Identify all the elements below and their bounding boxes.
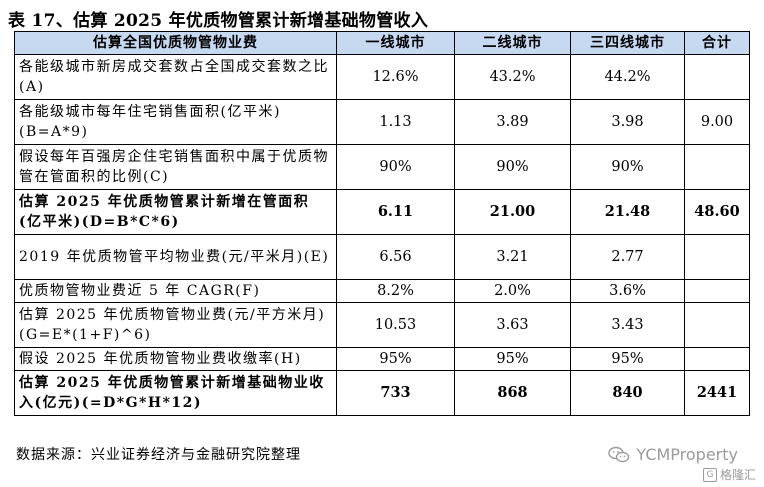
table-row: 2019 年优质物管平均物业费(元/平米月)(E) 6.56 3.21 2.77 bbox=[14, 234, 750, 280]
column-header: 估算全国优质物管物业费 bbox=[14, 31, 337, 55]
watermark-brand-text: 格隆汇 bbox=[719, 468, 756, 482]
table-row: 估算 2025 年优质物管累计新增基础物业收入(亿元)(=D*G*H*12) 7… bbox=[14, 370, 750, 416]
table-header-row: 估算全国优质物管物业费 一线城市 二线城市 三四线城市 合计 bbox=[14, 31, 750, 55]
table-cell: 868 bbox=[454, 370, 571, 416]
table-cell: 3.6% bbox=[570, 279, 685, 303]
table-cell bbox=[684, 234, 750, 280]
table-row: 估算 2025 年优质物管累计新增在管面积(亿平米)(D=B*C*6) 6.11… bbox=[14, 189, 750, 235]
row-label: 2019 年优质物管平均物业费(元/平米月)(E) bbox=[14, 234, 337, 280]
table-cell: 90% bbox=[570, 144, 685, 190]
data-table: 估算全国优质物管物业费 一线城市 二线城市 三四线城市 合计 各能级城市新房成交… bbox=[14, 31, 750, 416]
column-header: 二线城市 bbox=[454, 31, 571, 55]
table-row: 假设 2025 年优质物管物业费收缴率(H) 95% 95% 95% bbox=[14, 347, 750, 371]
table-cell bbox=[684, 302, 750, 348]
table-cell: 2.77 bbox=[570, 234, 685, 280]
watermark-handle: YCMProperty bbox=[636, 445, 738, 464]
table-cell: 48.60 bbox=[684, 189, 750, 235]
table-cell: 90% bbox=[336, 144, 455, 190]
table-cell: 95% bbox=[454, 347, 571, 371]
table-cell: 2.0% bbox=[454, 279, 571, 303]
table-cell bbox=[684, 347, 750, 371]
table-cell: 3.43 bbox=[570, 302, 685, 348]
table-row: 优质物管物业费近 5 年 CAGR(F) 8.2% 2.0% 3.6% bbox=[14, 279, 750, 303]
row-label: 估算 2025 年优质物管累计新增基础物业收入(亿元)(=D*G*H*12) bbox=[14, 370, 337, 416]
source-note: 数据来源：兴业证券经济与金融研究院整理 bbox=[16, 447, 301, 463]
table-cell: 3.98 bbox=[570, 99, 685, 145]
watermark: YCMProperty bbox=[608, 445, 738, 464]
wechat-icon bbox=[608, 446, 630, 464]
table-cell bbox=[684, 279, 750, 303]
row-label: 估算 2025 年优质物管物业费(元/平方米月)(G=E*(1+F)^6) bbox=[14, 302, 337, 348]
row-label: 估算 2025 年优质物管累计新增在管面积(亿平米)(D=B*C*6) bbox=[14, 189, 337, 235]
table-cell: 1.13 bbox=[336, 99, 455, 145]
column-header: 一线城市 bbox=[336, 31, 455, 55]
table-cell: 9.00 bbox=[684, 99, 750, 145]
table-cell: 95% bbox=[336, 347, 455, 371]
row-label: 假设 2025 年优质物管物业费收缴率(H) bbox=[14, 347, 337, 371]
table-row: 各能级城市新房成交套数占全国成交套数之比(A) 12.6% 43.2% 44.2… bbox=[14, 54, 750, 100]
table-cell: 43.2% bbox=[454, 54, 571, 100]
table-cell: 21.48 bbox=[570, 189, 685, 235]
table-cell: 2441 bbox=[684, 370, 750, 416]
row-label: 假设每年百强房企住宅销售面积中属于优质物管在管面积的比例(C) bbox=[14, 144, 337, 190]
table-cell: 840 bbox=[570, 370, 685, 416]
table-cell: 6.11 bbox=[336, 189, 455, 235]
table-cell: 95% bbox=[570, 347, 685, 371]
table-cell: 6.56 bbox=[336, 234, 455, 280]
column-header: 三四线城市 bbox=[570, 31, 685, 55]
table-cell: 3.63 bbox=[454, 302, 571, 348]
table-cell: 44.2% bbox=[570, 54, 685, 100]
table-cell: 21.00 bbox=[454, 189, 571, 235]
table-cell: 10.53 bbox=[336, 302, 455, 348]
table-cell bbox=[684, 144, 750, 190]
table-cell: 733 bbox=[336, 370, 455, 416]
table-cell: 8.2% bbox=[336, 279, 455, 303]
column-header: 合计 bbox=[684, 31, 750, 55]
gelonghui-logo-icon: G bbox=[702, 467, 717, 482]
table-row: 假设每年百强房企住宅销售面积中属于优质物管在管面积的比例(C) 90% 90% … bbox=[14, 144, 750, 190]
table-row: 各能级城市每年住宅销售面积(亿平米)(B=A*9) 1.13 3.89 3.98… bbox=[14, 99, 750, 145]
table-cell: 3.21 bbox=[454, 234, 571, 280]
row-label: 各能级城市每年住宅销售面积(亿平米)(B=A*9) bbox=[14, 99, 337, 145]
table-title: 表 17、估算 2025 年优质物管累计新增基础物管收入 bbox=[8, 11, 429, 31]
table-cell: 12.6% bbox=[336, 54, 455, 100]
row-label: 优质物管物业费近 5 年 CAGR(F) bbox=[14, 279, 337, 303]
table-cell bbox=[684, 54, 750, 100]
row-label: 各能级城市新房成交套数占全国成交套数之比(A) bbox=[14, 54, 337, 100]
table-row: 估算 2025 年优质物管物业费(元/平方米月)(G=E*(1+F)^6) 10… bbox=[14, 302, 750, 348]
watermark-brand: G 格隆汇 bbox=[702, 466, 756, 483]
table-cell: 90% bbox=[454, 144, 571, 190]
table-cell: 3.89 bbox=[454, 99, 571, 145]
